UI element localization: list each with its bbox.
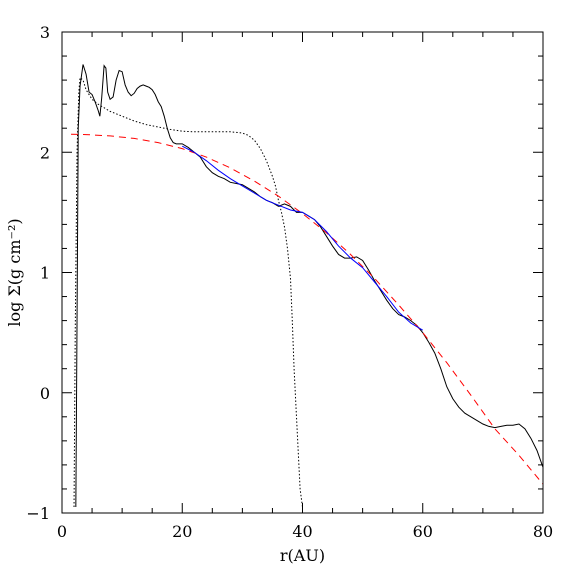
y-axis-label: log Σ(g cm⁻²) bbox=[5, 218, 24, 326]
x-tick-label: 40 bbox=[292, 522, 312, 541]
series-layer bbox=[71, 64, 543, 508]
x-tick-label: 60 bbox=[413, 522, 433, 541]
y-tick-label: 3 bbox=[40, 23, 50, 42]
y-tick-label: −1 bbox=[26, 504, 50, 523]
x-tick-label: 80 bbox=[533, 522, 553, 541]
x-tick-label: 20 bbox=[172, 522, 192, 541]
y-tick-label: 2 bbox=[40, 143, 50, 162]
series-line-2-dotted bbox=[73, 76, 303, 508]
y-tick-label: 1 bbox=[40, 264, 50, 283]
plot-frame bbox=[61, 31, 544, 514]
series-line-3-dashed bbox=[71, 133, 543, 485]
series-line-1-solid bbox=[75, 64, 543, 507]
x-axis-label: r(AU) bbox=[280, 546, 325, 565]
series-line-4-solid bbox=[182, 145, 424, 331]
tick-labels: 0 20 40 60 80 −1 0 1 2 3 bbox=[26, 23, 553, 541]
x-tick-label: 0 bbox=[57, 522, 67, 541]
y-tick-label: 0 bbox=[40, 384, 50, 403]
